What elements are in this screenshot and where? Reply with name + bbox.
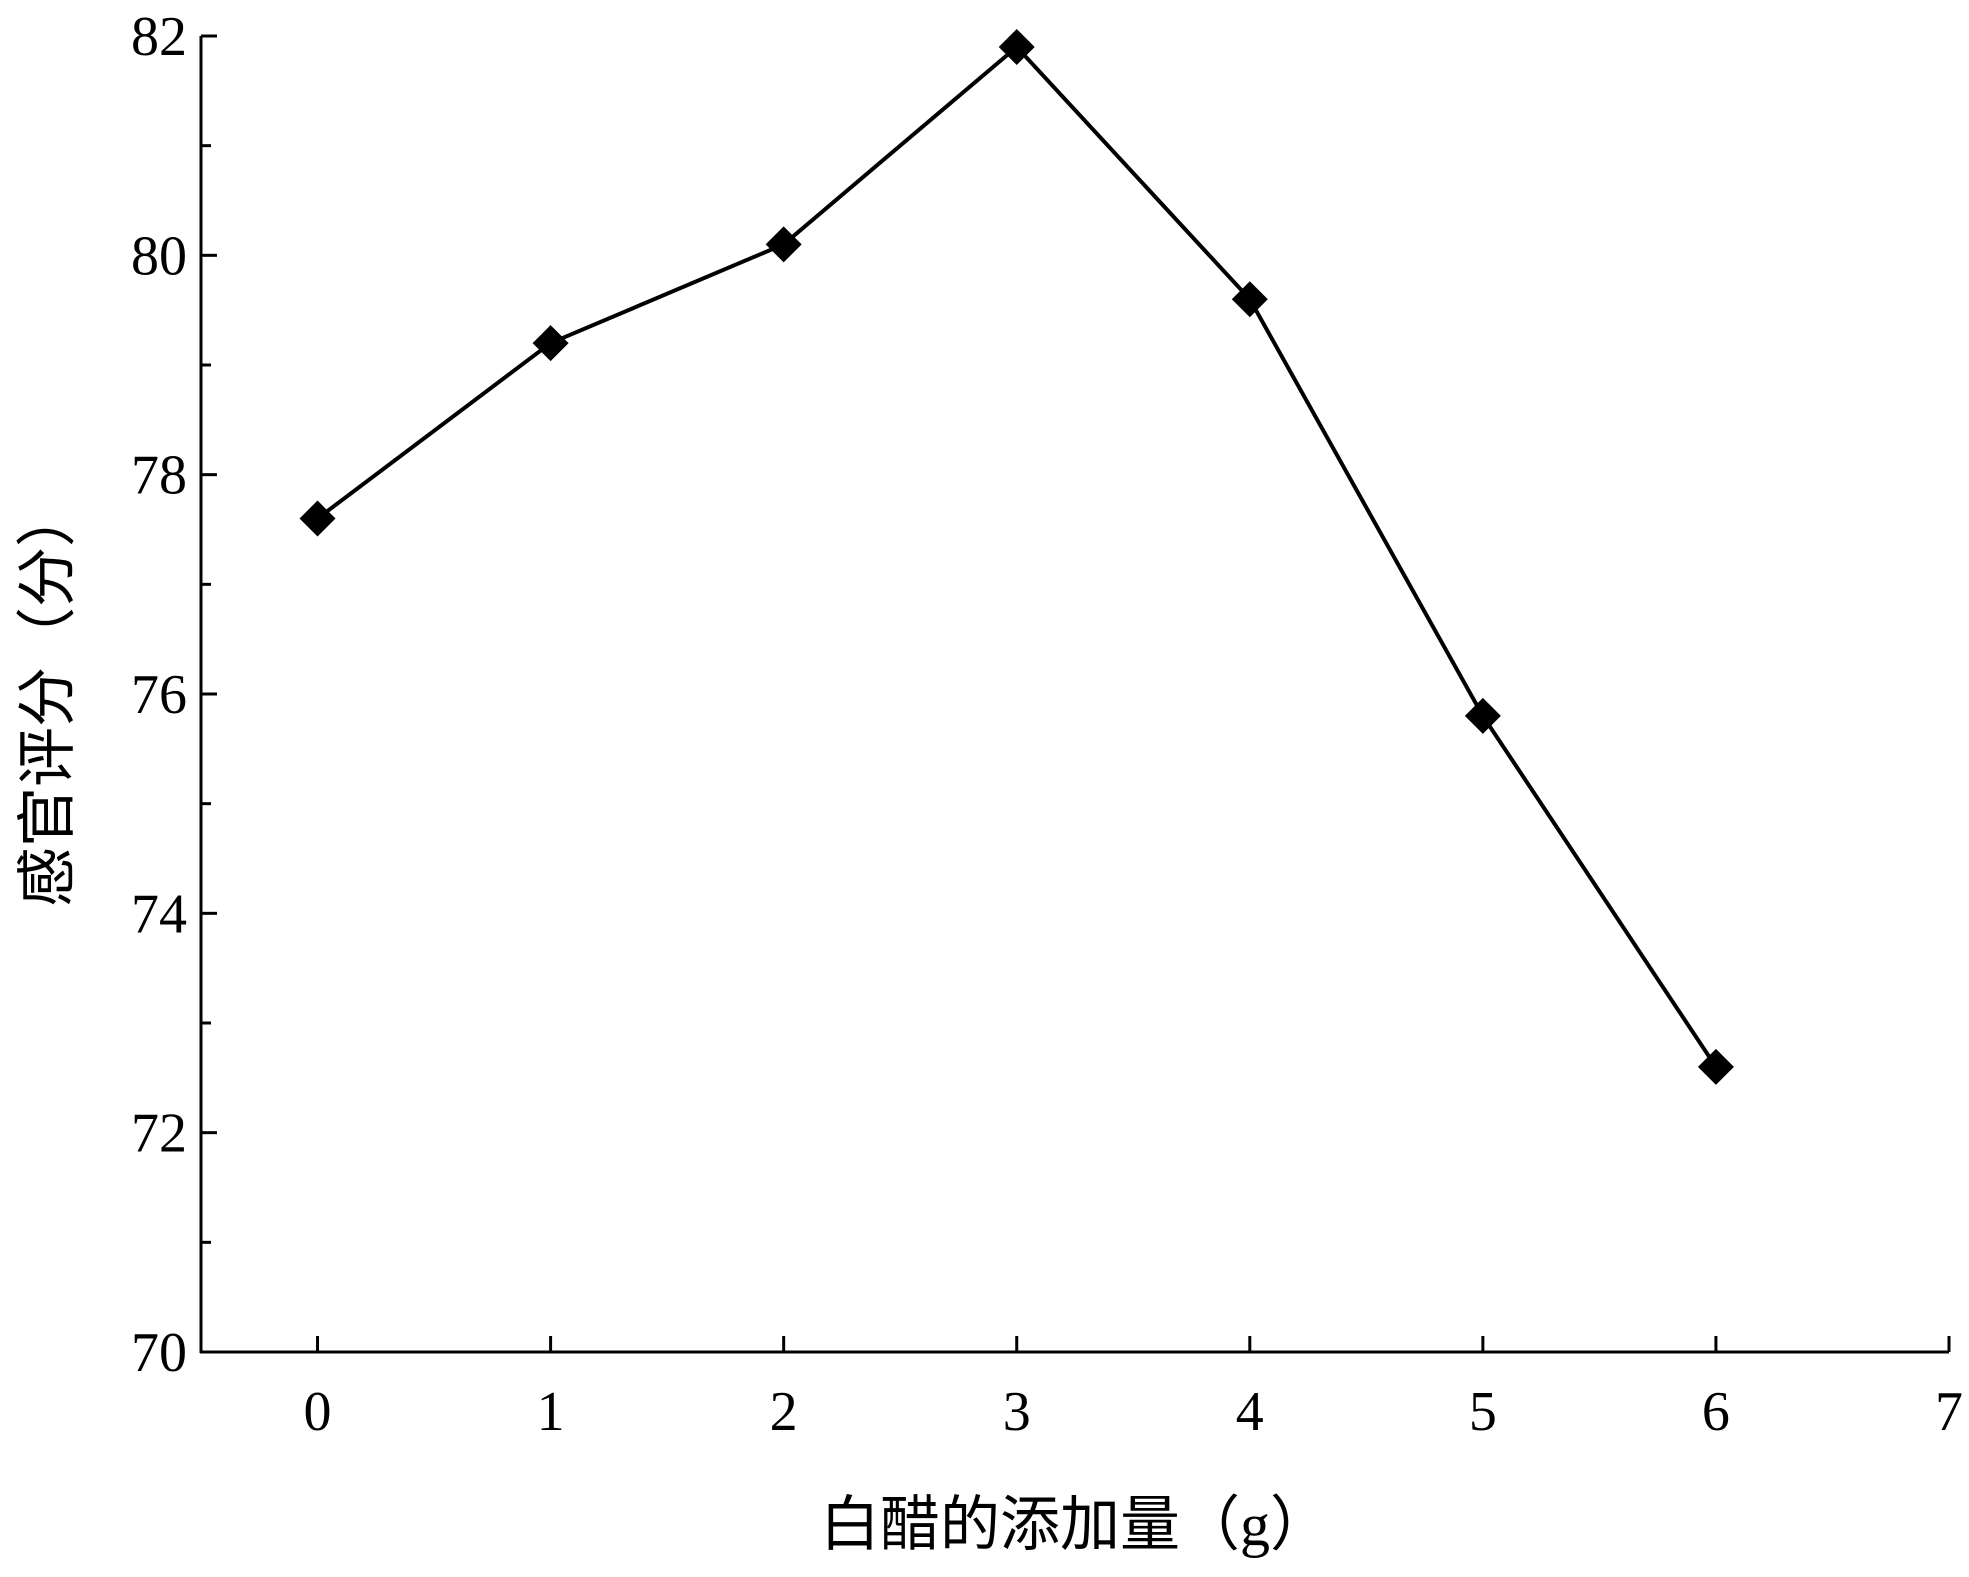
marker <box>1464 697 1501 734</box>
x-tick-label: 7 <box>1935 1381 1963 1443</box>
x-axis-label: 白醋的添加量（g） <box>820 1492 1330 1558</box>
x-tick-label: 2 <box>770 1381 798 1443</box>
x-tick-label: 3 <box>1003 1381 1031 1443</box>
x-tick-label: 0 <box>304 1381 332 1443</box>
marker <box>765 226 802 263</box>
marker <box>299 500 336 537</box>
marker <box>1231 281 1268 318</box>
marker <box>532 325 569 362</box>
x-tick-label: 4 <box>1236 1381 1264 1443</box>
x-tick-label: 6 <box>1702 1381 1730 1443</box>
y-tick-label: 76 <box>131 664 187 726</box>
y-tick-label: 74 <box>131 883 187 945</box>
y-tick-label: 70 <box>131 1322 187 1384</box>
y-tick-label: 78 <box>131 445 187 507</box>
y-tick-label: 72 <box>131 1103 187 1165</box>
y-tick-label: 82 <box>131 6 187 68</box>
x-tick-label: 1 <box>537 1381 565 1443</box>
marker <box>1697 1048 1734 1085</box>
x-tick-label: 5 <box>1469 1381 1497 1443</box>
marker <box>998 28 1035 65</box>
line <box>316 44 1718 1068</box>
y-tick-label: 80 <box>131 225 187 287</box>
y-axis-label: 感官评分（分） <box>15 487 81 907</box>
